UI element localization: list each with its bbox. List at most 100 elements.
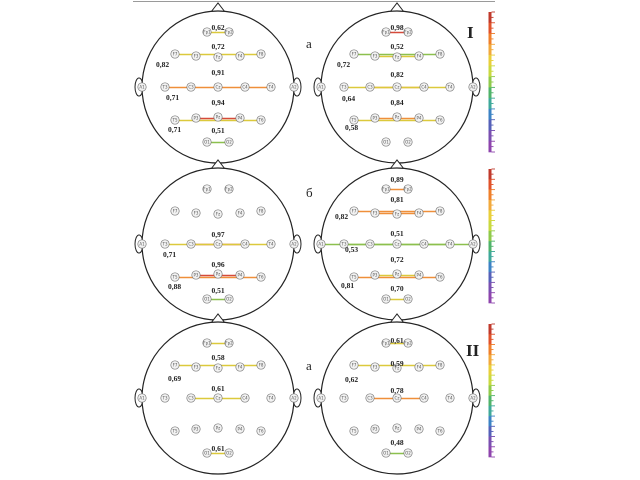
electrode-marker bbox=[224, 27, 234, 37]
electrode-label: Pz bbox=[395, 425, 400, 430]
electrode-marker bbox=[224, 448, 234, 458]
electrode-label: Fp1 bbox=[203, 29, 211, 34]
electrode-label: T5 bbox=[172, 117, 178, 122]
electrode-marker bbox=[191, 113, 201, 123]
electrode-marker bbox=[419, 393, 429, 403]
electrode-label: T5 bbox=[351, 117, 357, 122]
scale-segment bbox=[488, 292, 492, 304]
coherence-value: 0,62 bbox=[345, 375, 358, 384]
electrode-label: F3 bbox=[373, 364, 378, 369]
electrode-T3: T3 bbox=[160, 393, 170, 403]
scale-segment bbox=[488, 119, 492, 131]
electrode-label: T3 bbox=[341, 84, 347, 89]
electrode-label: F4 bbox=[238, 53, 243, 58]
electrode-marker bbox=[191, 362, 201, 372]
electrode-marker bbox=[414, 208, 424, 218]
electrode-label: F4 bbox=[417, 210, 422, 215]
scale-segment bbox=[488, 426, 492, 437]
electrode-marker bbox=[435, 426, 445, 436]
electrode-marker bbox=[266, 239, 276, 249]
electrode-label: A1 bbox=[139, 241, 145, 246]
electrode-marker bbox=[256, 360, 266, 370]
electrode-T3: T3 bbox=[339, 82, 349, 92]
electrode-label: Fz bbox=[216, 211, 220, 216]
electrode-A1: A1 bbox=[316, 393, 326, 403]
coherence-value: 0,71 bbox=[168, 125, 181, 134]
electrode-label: P3 bbox=[194, 272, 199, 277]
electrode-marker bbox=[414, 113, 424, 123]
electrode-label: A2 bbox=[470, 395, 476, 400]
electrode-marker bbox=[370, 362, 380, 372]
electrode-F3: F3 bbox=[191, 362, 201, 372]
electrode-Pz: Pz bbox=[392, 269, 402, 279]
electrode-T4: T4 bbox=[266, 393, 276, 403]
electrode-label: F7 bbox=[352, 208, 357, 213]
electrode-marker bbox=[445, 82, 455, 92]
electrode-marker bbox=[170, 272, 180, 282]
electrode-marker bbox=[235, 113, 245, 123]
coherence-value: 0,81 bbox=[341, 281, 354, 290]
electrode-label: T3 bbox=[162, 84, 168, 89]
electrode-label: O2 bbox=[226, 139, 232, 144]
scale-segment bbox=[488, 261, 492, 273]
electrode-label: C4 bbox=[242, 241, 248, 246]
electrode-P4: P4 bbox=[414, 113, 424, 123]
electrode-marker bbox=[186, 82, 196, 92]
electrode-label: C3 bbox=[367, 241, 373, 246]
electrode-marker bbox=[235, 208, 245, 218]
electrode-P3: P3 bbox=[191, 113, 201, 123]
electrode-label: C3 bbox=[367, 84, 373, 89]
electrode-A2: A2 bbox=[468, 239, 478, 249]
electrode-label: O2 bbox=[405, 139, 411, 144]
electrode-T5: T5 bbox=[349, 426, 359, 436]
electrode-marker bbox=[160, 239, 170, 249]
electrode-Fz: Fz bbox=[392, 52, 402, 62]
electrode-A1: A1 bbox=[137, 239, 147, 249]
electrode-A2: A2 bbox=[289, 82, 299, 92]
electrode-marker bbox=[191, 424, 201, 434]
electrode-Cz: Cz bbox=[213, 393, 223, 403]
electrode-label: O2 bbox=[226, 296, 232, 301]
electrode-label: F7 bbox=[173, 51, 178, 56]
electrode-marker bbox=[213, 239, 223, 249]
electrode-T3: T3 bbox=[339, 239, 349, 249]
electrode-C4: C4 bbox=[240, 239, 250, 249]
section-label-II: II bbox=[466, 341, 480, 360]
electrode-label: Fz bbox=[395, 211, 399, 216]
electrode-marker bbox=[202, 294, 212, 304]
electrode-O2: O2 bbox=[403, 137, 413, 147]
electrode-label: P4 bbox=[417, 115, 422, 120]
coherence-value: 0,97 bbox=[211, 230, 224, 239]
scale-segment bbox=[488, 55, 492, 67]
nose-shape bbox=[210, 159, 226, 170]
electrode-label: O1 bbox=[204, 450, 210, 455]
coherence-value: 0,72 bbox=[337, 60, 350, 69]
nose-shape bbox=[210, 2, 226, 13]
electrode-Cz: Cz bbox=[392, 393, 402, 403]
electrode-label: T4 bbox=[447, 395, 453, 400]
electrode-label: T5 bbox=[351, 428, 357, 433]
scale-segment bbox=[488, 282, 492, 293]
electrode-T6: T6 bbox=[256, 426, 266, 436]
electrode-marker bbox=[349, 360, 359, 370]
electrode-label: F8 bbox=[438, 208, 443, 213]
electrode-label: Cz bbox=[395, 395, 400, 400]
electrode-F4: F4 bbox=[235, 51, 245, 61]
electrode-marker bbox=[370, 424, 380, 434]
electrode-label: Fz bbox=[395, 54, 399, 59]
electrode-marker bbox=[339, 82, 349, 92]
electrode-label: T3 bbox=[162, 241, 168, 246]
electrode-marker bbox=[137, 82, 147, 92]
electrode-T6: T6 bbox=[435, 115, 445, 125]
electrode-label: F3 bbox=[194, 364, 199, 369]
electrode-label: Fp2 bbox=[225, 29, 233, 34]
coherence-value: 0,81 bbox=[390, 195, 403, 204]
coherence-value: 0,94 bbox=[211, 98, 224, 107]
electrode-label: A2 bbox=[291, 84, 297, 89]
electrode-marker bbox=[224, 137, 234, 147]
electrode-label: F8 bbox=[438, 362, 443, 367]
electrode-marker bbox=[186, 239, 196, 249]
electrode-label: C3 bbox=[367, 395, 373, 400]
electrode-Cz: Cz bbox=[213, 239, 223, 249]
electrode-marker bbox=[468, 82, 478, 92]
